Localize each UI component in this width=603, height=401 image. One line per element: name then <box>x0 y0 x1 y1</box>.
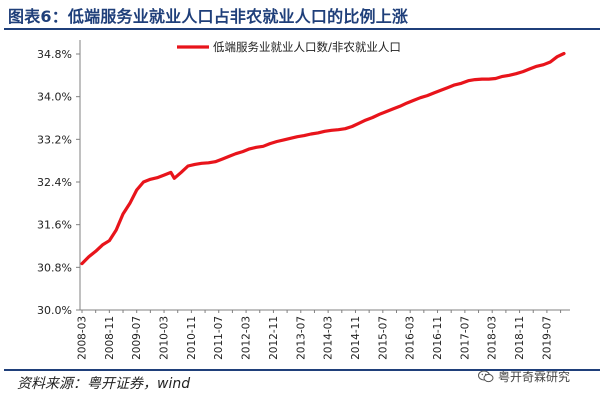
legend-label: 低端服务业就业人口数/非农就业人口 <box>213 40 401 54</box>
source-note: 资料来源：粤开证券，wind <box>17 376 191 392</box>
x-tick-label: 2016-03 <box>405 316 417 360</box>
x-axis: 2008-03 2008-11 2009-07 2010-03 2010-11 2011-… <box>77 309 570 360</box>
x-tick-label: 2014-11 <box>350 316 362 360</box>
x-tick-label: 2013-07 <box>295 316 307 360</box>
x-tick-label: 2008-03 <box>77 316 89 360</box>
series-line <box>80 51 566 266</box>
x-tick-label: 2009-07 <box>131 316 143 360</box>
watermark: 粤开奇霖研究 <box>478 366 570 386</box>
y-tick-label: 32.4% <box>37 176 72 189</box>
figure-title: 图表6：低端服务业就业人口占非农就业人口的比例上涨 <box>8 7 409 26</box>
x-tick-label: 2014-03 <box>323 316 335 360</box>
wechat-icon <box>478 370 494 382</box>
x-tick-label: 2016-11 <box>432 316 444 360</box>
y-tick-label: 30.0% <box>37 304 72 317</box>
line-chart: 30.0% 30.8% 31.6% 32.4% 33.2% 34.0% 34.8% 2008… <box>37 40 570 360</box>
watermark-text: 粤开奇霖研究 <box>498 369 571 384</box>
footer-rule <box>4 369 600 371</box>
y-tick-label: 33.2% <box>37 133 72 146</box>
y-tick-label: 34.0% <box>37 91 72 104</box>
x-tick-label: 2019-07 <box>541 316 553 360</box>
x-tick-label: 2010-03 <box>159 316 171 360</box>
x-tick-label: 2010-11 <box>186 316 198 360</box>
y-axis: 30.0% 30.8% 31.6% 32.4% 33.2% 34.0% 34.8% <box>37 40 81 317</box>
x-tick-label: 2018-11 <box>514 316 526 360</box>
x-tick-label: 2011-07 <box>213 316 225 360</box>
x-tick-label: 2015-07 <box>377 316 389 360</box>
legend: 低端服务业就业人口数/非农就业人口 <box>177 40 401 54</box>
x-tick-label: 2012-03 <box>241 316 253 360</box>
x-tick-label: 2012-11 <box>268 316 280 360</box>
x-tick-label: 2017-07 <box>459 316 471 360</box>
title-rule <box>4 28 600 30</box>
x-tick-label: 2008-11 <box>104 316 116 360</box>
series-layer <box>80 51 566 266</box>
x-tick-label: 2018-03 <box>487 316 499 360</box>
y-tick-label: 30.8% <box>37 261 72 274</box>
y-tick-label: 31.6% <box>37 219 72 232</box>
y-tick-label: 34.8% <box>37 48 72 61</box>
